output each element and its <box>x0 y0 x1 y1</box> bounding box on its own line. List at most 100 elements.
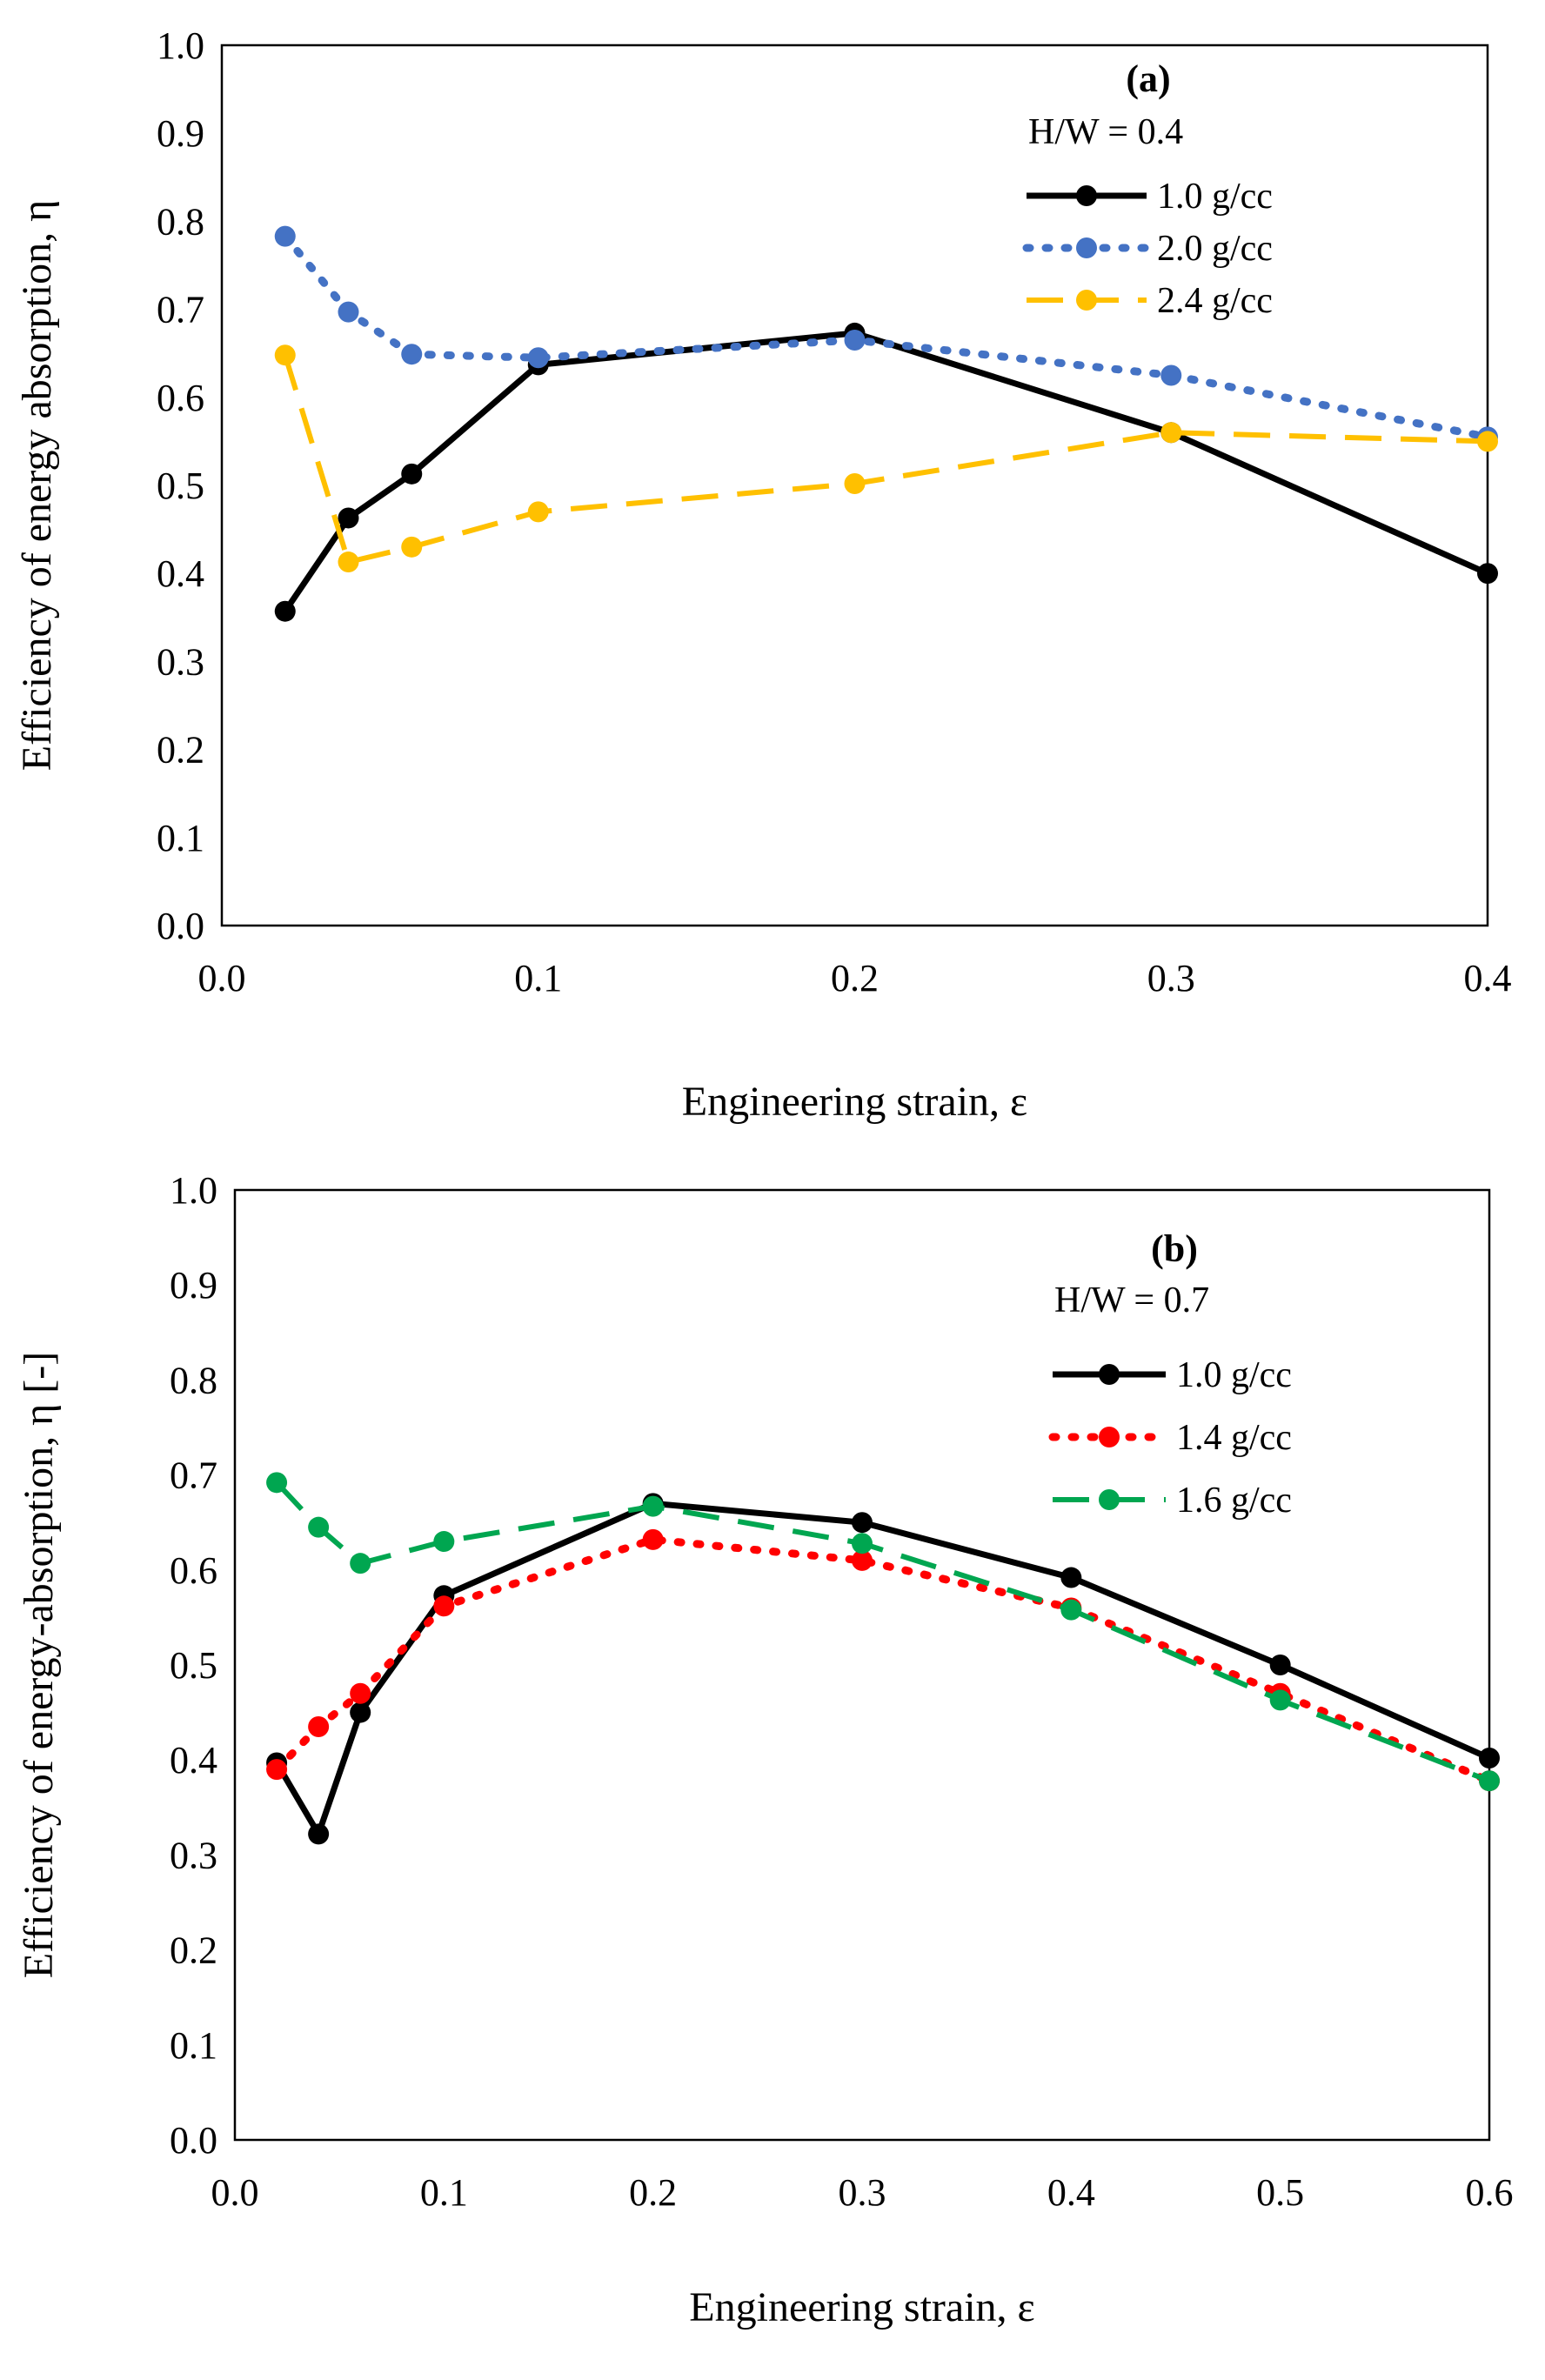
legend-label: 1.0 g/cc <box>1157 177 1273 217</box>
y-tick-label: 0.7 <box>170 1454 217 1497</box>
y-tick-label: 0.0 <box>157 905 204 947</box>
legend-swatch-marker <box>1076 185 1097 206</box>
series-line <box>282 354 1488 565</box>
y-tick-label: 0.6 <box>157 377 204 419</box>
y-tick-label: 0.8 <box>170 1359 217 1401</box>
chart-panel-2: 0.0 0.1 0.2 0.3 0.4 0.5 0.6 0.7 0.8 0.9 1.0 0.0 0.1 0… <box>16 1169 1514 2330</box>
legend-label: 1.6 g/cc <box>1176 1481 1292 1521</box>
data-point <box>852 1533 873 1554</box>
data-point <box>527 347 549 369</box>
data-point <box>350 1553 371 1574</box>
data-point <box>1479 1748 1500 1769</box>
data-point <box>1269 1689 1291 1711</box>
y-tick-label: 0.1 <box>170 2024 217 2067</box>
data-point <box>1060 1599 1082 1621</box>
data-point <box>1160 422 1182 444</box>
data-point <box>1160 364 1182 386</box>
data-point <box>1477 563 1498 585</box>
data-point <box>308 1823 330 1845</box>
y-tick-label: 1.0 <box>170 1169 217 1212</box>
data-point <box>844 330 866 351</box>
y-tick-label: 0.4 <box>170 1739 217 1782</box>
legend-swatch-marker <box>1076 290 1097 311</box>
series-line <box>272 1535 1494 1785</box>
data-point <box>266 1759 288 1781</box>
data-point <box>1269 1655 1291 1675</box>
x-tick-label: 0.5 <box>1256 2171 1304 2214</box>
legend-swatch-marker <box>1099 1489 1120 1510</box>
data-point <box>274 225 296 247</box>
data-point <box>433 1531 455 1553</box>
x-tick-label: 0.4 <box>1464 957 1512 999</box>
x-tick-label: 0.6 <box>1466 2171 1514 2214</box>
data-point <box>274 344 296 366</box>
series-2-0-g-cc <box>274 225 1498 448</box>
legend-label: 2.4 g/cc <box>1157 281 1273 321</box>
chart-panel-1: 0.0 0.1 0.2 0.3 0.4 0.5 0.6 0.7 0.8 0.9 1.0 0.0 0.1 0… <box>14 24 1512 1125</box>
data-point <box>350 1701 371 1723</box>
x-tick-label: 0.1 <box>420 2171 468 2214</box>
data-point <box>274 600 296 622</box>
x-tick-label: 0.3 <box>839 2171 886 2214</box>
series-line <box>282 330 1489 613</box>
x-tick-label: 0.0 <box>198 957 246 999</box>
data-point <box>852 1512 873 1534</box>
panel-subtitle: H/W = 0.7 <box>1054 1280 1209 1320</box>
data-point <box>642 1495 664 1517</box>
y-tick-label: 0.8 <box>157 200 204 243</box>
y-tick-label: 0.2 <box>157 729 204 772</box>
series-line <box>274 1500 1491 1837</box>
plot-frame <box>220 43 1489 927</box>
y-tick-label: 0.4 <box>157 552 204 595</box>
y-axis-label: Efficiency of energy absorption, η <box>14 200 60 771</box>
y-tick-label: 0.3 <box>157 640 204 683</box>
data-point <box>642 1528 664 1550</box>
legend-label: 2.0 g/cc <box>1157 229 1273 269</box>
series-2-4-g-cc <box>274 344 1498 573</box>
series-1-4-g-cc <box>266 1528 1500 1792</box>
data-point <box>527 501 549 523</box>
y-axis-label: Efficiency of energy-absorption, η [-] <box>16 1352 62 1978</box>
y-tick-label: 0.1 <box>157 817 204 859</box>
data-point <box>338 507 359 529</box>
series-1-0-g-cc <box>274 322 1498 622</box>
x-tick-label: 0.4 <box>1047 2171 1095 2214</box>
data-point <box>1477 431 1498 452</box>
y-tick-label: 0.5 <box>157 465 204 507</box>
data-point <box>308 1715 330 1737</box>
panel-label: (b) <box>1151 1227 1198 1270</box>
data-point <box>401 536 423 558</box>
data-point <box>308 1516 330 1538</box>
x-tick-label: 0.2 <box>629 2171 677 2214</box>
legend-label: 1.0 g/cc <box>1176 1355 1292 1395</box>
y-tick-label: 0.9 <box>157 112 204 155</box>
legend-swatch-marker <box>1099 1427 1120 1447</box>
series-line <box>281 232 1492 441</box>
data-point <box>401 463 423 485</box>
x-tick-label: 0.1 <box>514 957 562 999</box>
y-tick-label: 0.0 <box>170 2119 217 2162</box>
data-point <box>350 1682 371 1704</box>
plot-frame <box>233 1188 1491 2142</box>
data-point <box>401 344 423 365</box>
x-axis-label: Engineering strain, ε <box>689 2284 1034 2330</box>
data-point <box>1479 1770 1500 1792</box>
data-point <box>338 301 359 323</box>
data-point <box>433 1595 455 1617</box>
legend-label: 1.4 g/cc <box>1176 1418 1292 1458</box>
data-point <box>844 472 866 494</box>
data-point <box>338 552 359 573</box>
y-tick-label: 1.0 <box>157 24 204 67</box>
x-tick-label: 0.2 <box>831 957 879 999</box>
data-point <box>852 1549 873 1571</box>
y-tick-label: 0.9 <box>170 1264 217 1307</box>
y-tick-label: 0.2 <box>170 1929 217 1972</box>
y-tick-label: 0.5 <box>170 1644 217 1687</box>
panel-label: (a) <box>1126 57 1170 100</box>
series-1-6-g-cc <box>266 1472 1500 1792</box>
y-tick-label: 0.7 <box>157 289 204 331</box>
legend-swatch-marker <box>1076 237 1097 258</box>
y-tick-label: 0.6 <box>170 1549 217 1592</box>
x-axis-label: Engineering strain, ε <box>682 1079 1027 1125</box>
